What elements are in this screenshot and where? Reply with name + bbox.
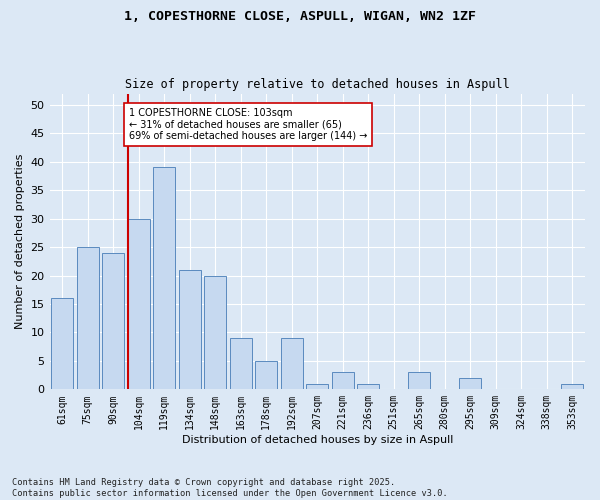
Bar bbox=[332, 372, 353, 390]
Title: Size of property relative to detached houses in Aspull: Size of property relative to detached ho… bbox=[125, 78, 509, 91]
Bar bbox=[128, 218, 149, 390]
Bar bbox=[103, 253, 124, 390]
Bar bbox=[154, 168, 175, 390]
Bar bbox=[205, 276, 226, 390]
Bar bbox=[409, 372, 430, 390]
Text: 1 COPESTHORNE CLOSE: 103sqm
← 31% of detached houses are smaller (65)
69% of sem: 1 COPESTHORNE CLOSE: 103sqm ← 31% of det… bbox=[129, 108, 368, 141]
Text: Contains HM Land Registry data © Crown copyright and database right 2025.
Contai: Contains HM Land Registry data © Crown c… bbox=[12, 478, 448, 498]
Bar bbox=[256, 361, 277, 390]
Bar bbox=[77, 247, 98, 390]
Bar bbox=[562, 384, 583, 390]
Y-axis label: Number of detached properties: Number of detached properties bbox=[15, 154, 25, 329]
Text: 1, COPESTHORNE CLOSE, ASPULL, WIGAN, WN2 1ZF: 1, COPESTHORNE CLOSE, ASPULL, WIGAN, WN2… bbox=[124, 10, 476, 23]
Bar bbox=[281, 338, 302, 390]
Bar bbox=[230, 338, 251, 390]
Bar bbox=[52, 298, 73, 390]
Bar bbox=[460, 378, 481, 390]
Bar bbox=[307, 384, 328, 390]
Bar bbox=[358, 384, 379, 390]
Bar bbox=[179, 270, 200, 390]
X-axis label: Distribution of detached houses by size in Aspull: Distribution of detached houses by size … bbox=[182, 435, 453, 445]
